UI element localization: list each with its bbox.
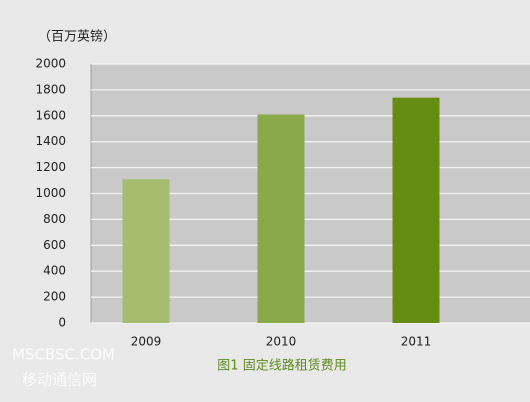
- bar: [257, 114, 305, 323]
- y-tick-label: 600: [43, 238, 66, 252]
- bar: [392, 97, 440, 323]
- watermark: 移动通信网: [22, 371, 97, 389]
- caption: 图1 固定线路租赁费用: [217, 358, 346, 374]
- y-tick-label: 1800: [35, 82, 66, 96]
- y-tick-label: 400: [43, 264, 66, 278]
- watermark: MSCBSC.COM: [12, 346, 115, 364]
- y-tick-label: 800: [43, 212, 66, 226]
- y-tick-label: 0: [58, 316, 66, 330]
- y-tick-label: 1000: [35, 186, 66, 200]
- y-tick-label: 1400: [35, 134, 66, 148]
- bar: [122, 179, 170, 323]
- y-tick-label: 1600: [35, 108, 66, 122]
- y-tick-label: 1200: [35, 160, 66, 174]
- y-tick-label: 2000: [35, 57, 66, 71]
- x-tick-label: 2009: [131, 335, 162, 349]
- y-axis-label: （百万英镑）: [38, 29, 116, 45]
- x-tick-label: 2011: [401, 335, 432, 349]
- x-tick-label: 2010: [266, 335, 297, 349]
- y-tick-label: 200: [43, 290, 66, 304]
